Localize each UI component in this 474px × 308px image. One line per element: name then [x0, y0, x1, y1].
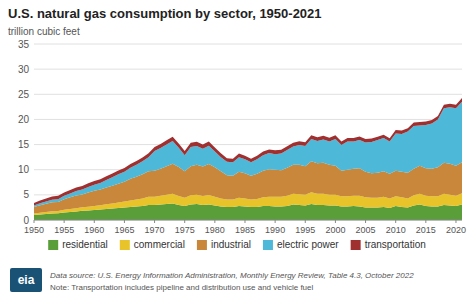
x-axis-line: [34, 220, 462, 221]
x-tick-label: 1985: [235, 225, 255, 235]
x-tick: [335, 220, 336, 223]
legend-swatch: [48, 240, 58, 250]
x-tick: [275, 220, 276, 223]
x-tick: [305, 220, 306, 223]
y-tick-label: 35: [18, 39, 30, 50]
x-tick: [244, 220, 245, 223]
x-tick: [214, 220, 215, 223]
grid-line: [34, 69, 462, 70]
x-tick-label: 2005: [356, 225, 376, 235]
x-tick-label: 1975: [175, 225, 195, 235]
title: U.S. natural gas consumption by sector, …: [8, 6, 322, 21]
x-tick-label: 1950: [24, 225, 44, 235]
note: Note: Transportation includes pipeline a…: [50, 283, 314, 292]
area: [34, 102, 462, 207]
legend-item: electric power: [263, 239, 339, 250]
x-tick-label: 1980: [205, 225, 225, 235]
legend-swatch: [263, 240, 273, 250]
x-tick: [184, 220, 185, 223]
x-tick: [34, 220, 35, 223]
legend-label: residential: [62, 239, 108, 250]
legend-label: commercial: [134, 239, 185, 250]
x-tick-label: 2020: [446, 225, 466, 235]
x-axis: 1950 1955 1960 1965 1970 1975 1980 1985 1990 1995…: [24, 220, 466, 235]
y-tick-label: 0: [23, 215, 29, 226]
x-tick: [94, 220, 95, 223]
x-tick: [425, 220, 426, 223]
legend-swatch: [120, 240, 130, 250]
x-tick-label: 1995: [295, 225, 315, 235]
x-tick: [395, 220, 396, 223]
y-tick-label: 15: [18, 139, 30, 150]
x-tick-label: 1955: [54, 225, 74, 235]
x-tick: [455, 220, 456, 223]
y-tick-label: 5: [23, 189, 29, 200]
x-tick-label: 1965: [114, 225, 134, 235]
grid-line: [34, 44, 462, 45]
y-tick-label: 25: [18, 89, 30, 100]
logo-box: [10, 268, 42, 292]
legend-item: transportation: [351, 239, 426, 250]
area: [34, 98, 462, 205]
logo: eia: [10, 268, 42, 292]
x-tick: [124, 220, 125, 223]
legend-label: industrial: [211, 239, 251, 250]
y-grid: 0 5 10 15 20 25 30 35: [18, 39, 462, 226]
x-tick: [64, 220, 65, 223]
legend-swatch: [197, 240, 207, 250]
grid-line: [34, 220, 462, 221]
chart: U.S. natural gas consumption by sector, …: [0, 0, 474, 308]
y-tick-label: 30: [18, 64, 30, 75]
x-tick-label: 1960: [84, 225, 104, 235]
x-tick: [154, 220, 155, 223]
legend-label: electric power: [277, 239, 339, 250]
x-tick: [365, 220, 366, 223]
x-tick-label: 1970: [145, 225, 165, 235]
legend-item: commercial: [120, 239, 185, 250]
grid-line: [34, 119, 462, 120]
legend-item: residential: [48, 239, 108, 250]
logo-text: eia: [18, 273, 35, 287]
legend-label: transportation: [365, 239, 426, 250]
x-tick-label: 2000: [325, 225, 345, 235]
y-tick-label: 10: [18, 164, 30, 175]
grid-line: [34, 94, 462, 95]
y-axis-label: trillion cubic feet: [8, 26, 80, 37]
legend: residential commercial industrial electric …: [48, 239, 426, 250]
x-tick-label: 2010: [386, 225, 406, 235]
x-tick-label: 2015: [416, 225, 436, 235]
legend-swatch: [351, 240, 361, 250]
source: Data source: U.S. Energy Information Adm…: [50, 271, 414, 280]
areas: [34, 98, 462, 220]
y-tick-label: 20: [18, 114, 30, 125]
legend-item: industrial: [197, 239, 251, 250]
x-tick-label: 1990: [265, 225, 285, 235]
